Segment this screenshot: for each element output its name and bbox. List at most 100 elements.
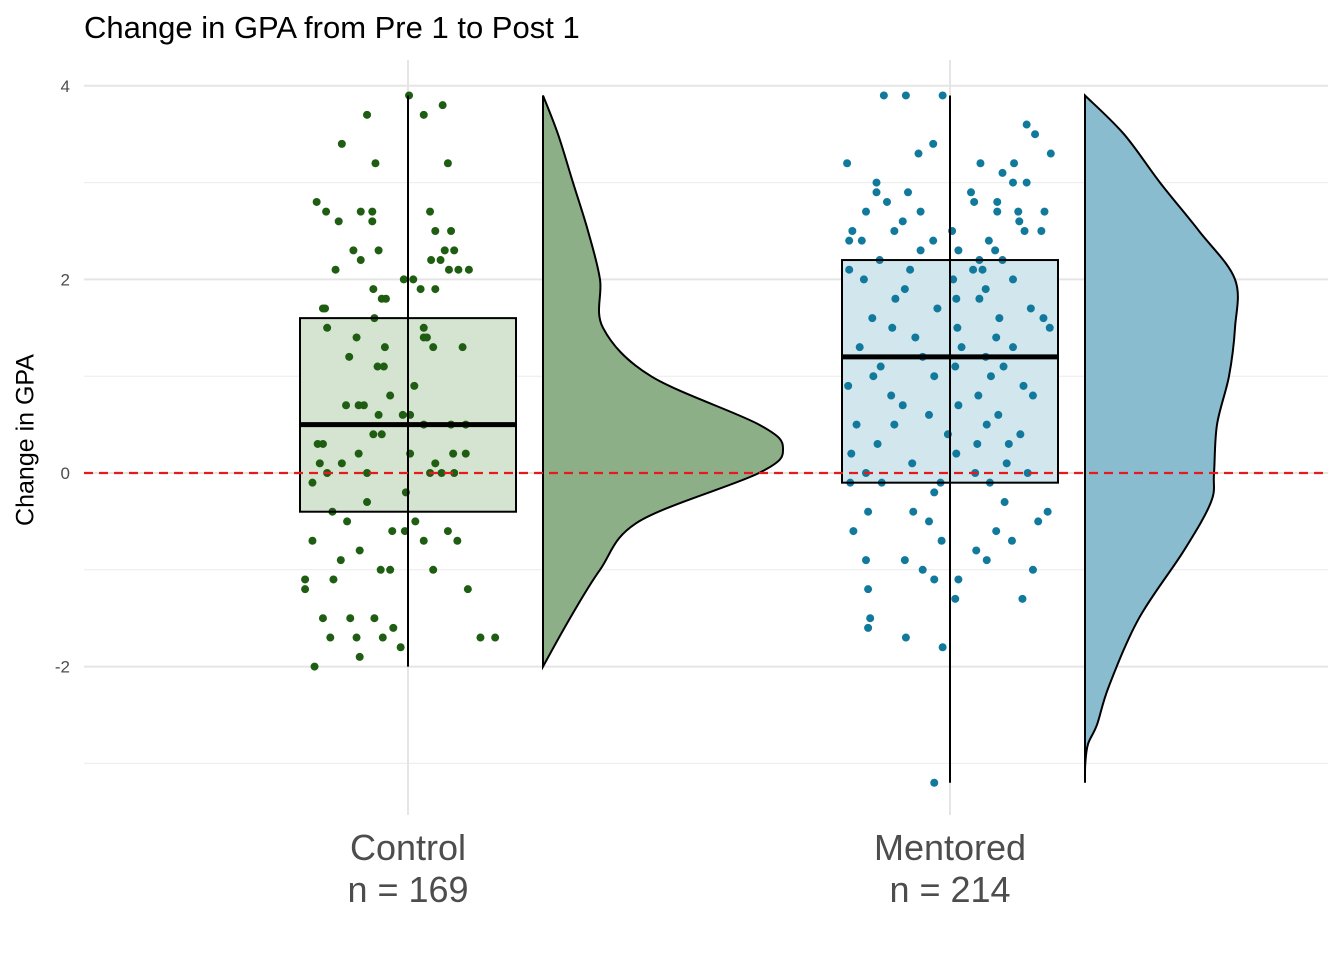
data-point xyxy=(954,575,963,584)
data-point xyxy=(872,178,881,187)
data-point xyxy=(1015,217,1024,226)
x-tick-label-count: n = 169 xyxy=(347,869,468,910)
data-point xyxy=(898,401,907,410)
data-point xyxy=(458,343,467,352)
data-point xyxy=(901,633,910,642)
data-point xyxy=(891,294,900,303)
data-point xyxy=(337,139,346,148)
data-point xyxy=(349,246,358,255)
data-point xyxy=(370,614,379,623)
data-point xyxy=(918,565,927,574)
data-point xyxy=(419,323,428,332)
data-point xyxy=(1009,343,1017,352)
data-point xyxy=(322,207,331,216)
data-point xyxy=(967,188,975,197)
data-point xyxy=(386,565,395,574)
data-point xyxy=(890,420,899,429)
data-point xyxy=(873,439,882,448)
data-point xyxy=(930,575,939,584)
data-point xyxy=(1009,178,1017,187)
data-point xyxy=(398,410,407,419)
data-point xyxy=(862,207,870,216)
data-point xyxy=(436,256,445,265)
y-tick-label: 2 xyxy=(61,270,70,289)
data-point xyxy=(994,410,1003,419)
data-point xyxy=(999,362,1008,371)
data-point xyxy=(951,362,960,371)
data-point xyxy=(975,294,984,303)
group-control xyxy=(299,91,785,671)
data-point xyxy=(318,439,327,448)
data-point xyxy=(916,207,925,216)
data-point xyxy=(1014,207,1023,216)
data-point xyxy=(883,197,891,206)
data-point xyxy=(447,227,456,235)
data-point xyxy=(352,333,361,342)
data-point xyxy=(443,159,452,168)
data-point xyxy=(331,265,340,274)
data-point xyxy=(1037,227,1046,235)
data-point xyxy=(938,643,947,652)
data-point xyxy=(399,275,408,284)
data-point xyxy=(982,420,991,429)
data-point xyxy=(346,614,355,623)
data-point xyxy=(376,565,385,574)
data-point xyxy=(911,333,920,342)
data-point xyxy=(1026,304,1035,313)
data-point xyxy=(374,246,383,255)
data-point xyxy=(1039,314,1048,323)
data-point xyxy=(1028,565,1037,574)
data-point xyxy=(952,449,961,458)
data-point xyxy=(998,168,1007,177)
data-point xyxy=(388,527,397,536)
data-point xyxy=(859,275,868,284)
data-point xyxy=(336,556,345,565)
data-point xyxy=(431,227,440,235)
data-point xyxy=(363,110,372,119)
data-point xyxy=(301,585,310,594)
data-point xyxy=(888,323,897,332)
data-point xyxy=(898,217,907,226)
data-point xyxy=(371,159,380,168)
data-point xyxy=(855,343,864,352)
data-point xyxy=(909,507,918,516)
data-point xyxy=(321,304,330,313)
data-point xyxy=(1043,507,1052,516)
density-curve xyxy=(542,95,785,671)
data-point xyxy=(986,372,995,381)
y-tick-label: 4 xyxy=(61,77,70,96)
data-point xyxy=(1010,159,1019,168)
data-point xyxy=(461,449,470,458)
data-point xyxy=(852,420,861,429)
data-point xyxy=(444,265,453,274)
data-point xyxy=(901,91,910,100)
data-point xyxy=(464,265,473,274)
data-point xyxy=(845,236,854,245)
data-point xyxy=(437,469,446,477)
data-point xyxy=(848,227,857,235)
data-point xyxy=(400,527,409,536)
data-point xyxy=(954,246,963,255)
data-point xyxy=(866,614,875,623)
data-point xyxy=(368,207,377,216)
data-point xyxy=(386,391,395,400)
data-point xyxy=(352,633,361,642)
data-point xyxy=(916,246,925,255)
data-point xyxy=(972,546,981,555)
data-point xyxy=(453,536,462,545)
data-point xyxy=(1046,149,1055,158)
data-point xyxy=(301,575,310,584)
data-point xyxy=(1034,517,1043,526)
data-point xyxy=(450,469,459,477)
data-point xyxy=(864,585,873,594)
data-point xyxy=(937,536,946,545)
data-point xyxy=(900,556,909,565)
box-outline xyxy=(299,317,517,513)
data-point xyxy=(993,207,1002,216)
data-point xyxy=(337,459,346,468)
data-point xyxy=(869,372,878,381)
data-point xyxy=(872,188,881,197)
data-point xyxy=(1018,594,1027,603)
data-point xyxy=(476,633,485,642)
data-point xyxy=(879,91,888,100)
